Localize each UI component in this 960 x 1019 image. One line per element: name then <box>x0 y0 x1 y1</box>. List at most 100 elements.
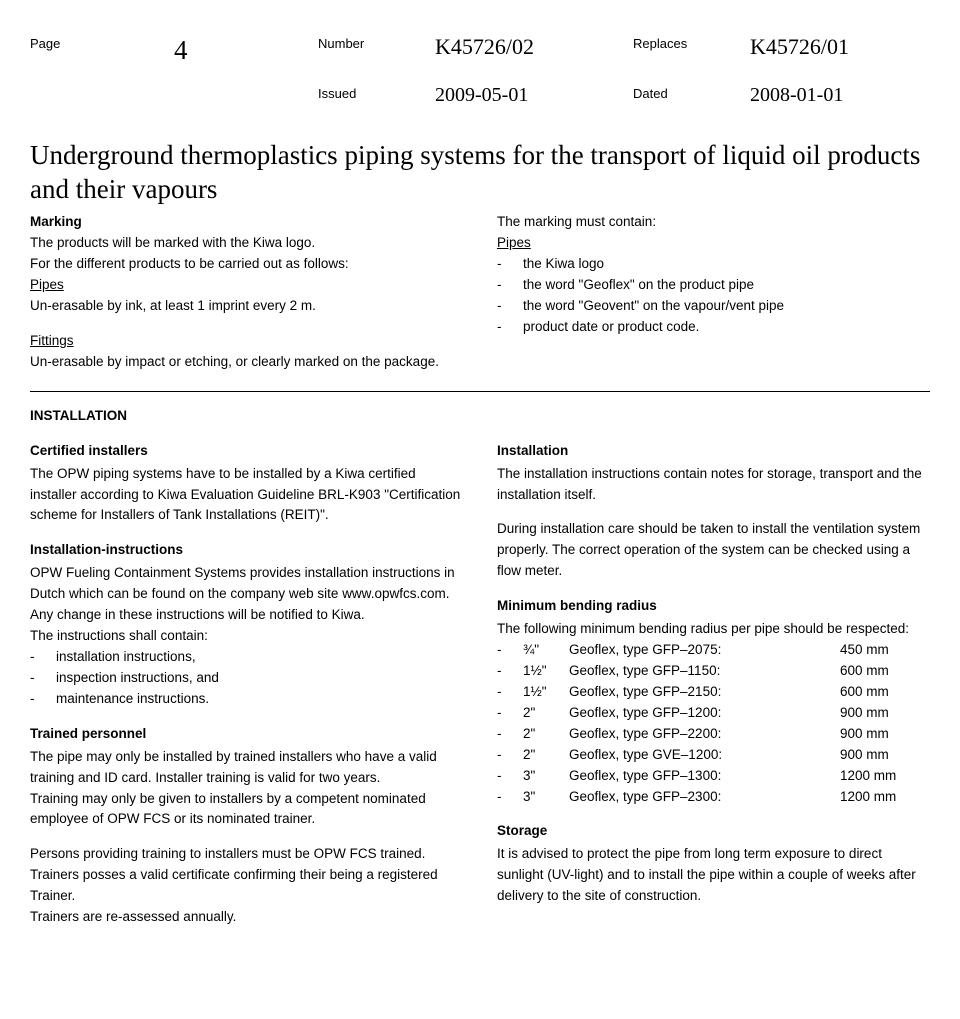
table-row: -2"Geoflex, type GVE–1200:900 mm <box>497 745 930 766</box>
bend-heading: Minimum bending radius <box>497 596 930 617</box>
bend-type: Geoflex, type GFP–1150: <box>569 661 840 682</box>
bend-size: 1½" <box>523 661 569 682</box>
trained-text-5: Trainers are re-assessed annually. <box>30 907 463 928</box>
dash-icon: - <box>497 745 523 766</box>
bend-type: Geoflex, type GFP–2300: <box>569 787 840 808</box>
number-value: K45726/02 <box>435 30 633 72</box>
list-item-text: installation instructions, <box>56 647 463 668</box>
bend-rows: -¾"Geoflex, type GFP–2075:450 mm-1½"Geof… <box>497 640 930 807</box>
storage-text: It is advised to protect the pipe from l… <box>497 844 930 907</box>
instr-heading: Installation-instructions <box>30 540 463 561</box>
marking-section: Marking The products will be marked with… <box>30 212 930 372</box>
storage-heading: Storage <box>497 821 930 842</box>
list-item-text: the Kiwa logo <box>523 254 930 275</box>
dash-icon: - <box>497 787 523 808</box>
bend-type: Geoflex, type GVE–1200: <box>569 745 840 766</box>
dash-icon: - <box>497 703 523 724</box>
dash-icon: - <box>30 647 56 668</box>
certified-heading: Certified installers <box>30 441 463 462</box>
bend-value: 900 mm <box>840 724 930 745</box>
bend-size: 1½" <box>523 682 569 703</box>
marking-heading: Marking <box>30 212 463 233</box>
bend-intro: The following minimum bending radius per… <box>497 619 930 640</box>
page-value: 4 <box>174 30 318 72</box>
marking-right-intro: The marking must contain: <box>497 212 930 233</box>
install-text-1: The installation instructions contain no… <box>497 464 930 506</box>
bend-size: ¾" <box>523 640 569 661</box>
table-row: -1½"Geoflex, type GFP–1150:600 mm <box>497 661 930 682</box>
list-item: -installation instructions, <box>30 647 463 668</box>
marking-right-pipes-label: Pipes <box>497 233 930 254</box>
bend-value: 900 mm <box>840 745 930 766</box>
bend-size: 2" <box>523 703 569 724</box>
bend-type: Geoflex, type GFP–1300: <box>569 766 840 787</box>
list-item-text: the word "Geoflex" on the product pipe <box>523 275 930 296</box>
table-row: -2"Geoflex, type GFP–1200:900 mm <box>497 703 930 724</box>
dash-icon: - <box>497 317 523 338</box>
page-label: Page <box>30 30 174 72</box>
bend-size: 2" <box>523 724 569 745</box>
bend-value: 600 mm <box>840 661 930 682</box>
marking-pipes-label: Pipes <box>30 275 463 296</box>
table-row: -2"Geoflex, type GFP–2200:900 mm <box>497 724 930 745</box>
list-item-text: maintenance instructions. <box>56 689 463 710</box>
install-text-2: During installation care should be taken… <box>497 519 930 582</box>
trained-text-4: Trainers posses a valid certificate conf… <box>30 865 463 907</box>
list-item-text: inspection instructions, and <box>56 668 463 689</box>
bend-size: 3" <box>523 766 569 787</box>
bend-value: 600 mm <box>840 682 930 703</box>
certified-text: The OPW piping systems have to be instal… <box>30 464 463 527</box>
trained-text-3: Persons providing training to installers… <box>30 844 463 865</box>
dash-icon: - <box>497 275 523 296</box>
bend-value: 900 mm <box>840 703 930 724</box>
installation-section: Certified installers The OPW piping syst… <box>30 441 930 942</box>
dash-icon: - <box>497 724 523 745</box>
bend-value: 1200 mm <box>840 766 930 787</box>
bend-value: 450 mm <box>840 640 930 661</box>
doc-header-row-1: Page 4 Number K45726/02 Replaces K45726/… <box>30 30 930 72</box>
trained-text-1: The pipe may only be installed by traine… <box>30 747 463 789</box>
issued-label: Issued <box>318 80 435 111</box>
list-item-text: product date or product code. <box>523 317 930 338</box>
list-item: -the Kiwa logo <box>497 254 930 275</box>
bend-value: 1200 mm <box>840 787 930 808</box>
dash-icon: - <box>497 296 523 317</box>
dash-icon: - <box>497 661 523 682</box>
dash-icon: - <box>497 254 523 275</box>
bend-type: Geoflex, type GFP–2075: <box>569 640 840 661</box>
replaces-value: K45726/01 <box>750 30 930 72</box>
marking-right-items: -the Kiwa logo-the word "Geoflex" on the… <box>497 254 930 338</box>
list-item: -product date or product code. <box>497 317 930 338</box>
marking-pipes-text: Un-erasable by ink, at least 1 imprint e… <box>30 296 463 317</box>
dated-label: Dated <box>633 80 750 111</box>
marking-line-2: For the different products to be carried… <box>30 254 463 275</box>
replaces-label: Replaces <box>633 30 750 72</box>
table-row: -3"Geoflex, type GFP–2300:1200 mm <box>497 787 930 808</box>
doc-header-row-2: Issued 2009-05-01 Dated 2008-01-01 <box>30 80 930 111</box>
marking-fittings-text: Un-erasable by impact or etching, or cle… <box>30 352 463 373</box>
dated-value: 2008-01-01 <box>750 80 930 111</box>
bend-size: 2" <box>523 745 569 766</box>
document-title: Underground thermoplastics piping system… <box>30 139 930 207</box>
instr-text-3: The instructions shall contain: <box>30 626 463 647</box>
dash-icon: - <box>30 668 56 689</box>
list-item: -the word "Geovent" on the vapour/vent p… <box>497 296 930 317</box>
list-item: -the word "Geoflex" on the product pipe <box>497 275 930 296</box>
list-item-text: the word "Geovent" on the vapour/vent pi… <box>523 296 930 317</box>
divider <box>30 391 930 392</box>
marking-line-1: The products will be marked with the Kiw… <box>30 233 463 254</box>
dash-icon: - <box>497 640 523 661</box>
instr-items: -installation instructions,-inspection i… <box>30 647 463 710</box>
table-row: -3"Geoflex, type GFP–1300:1200 mm <box>497 766 930 787</box>
dash-icon: - <box>497 766 523 787</box>
issued-value: 2009-05-01 <box>435 80 633 111</box>
list-item: -inspection instructions, and <box>30 668 463 689</box>
number-label: Number <box>318 30 435 72</box>
trained-heading: Trained personnel <box>30 724 463 745</box>
trained-text-2: Training may only be given to installers… <box>30 789 463 831</box>
bend-size: 3" <box>523 787 569 808</box>
table-row: -1½"Geoflex, type GFP–2150:600 mm <box>497 682 930 703</box>
dash-icon: - <box>497 682 523 703</box>
installation-heading: INSTALLATION <box>30 406 930 427</box>
dash-icon: - <box>30 689 56 710</box>
